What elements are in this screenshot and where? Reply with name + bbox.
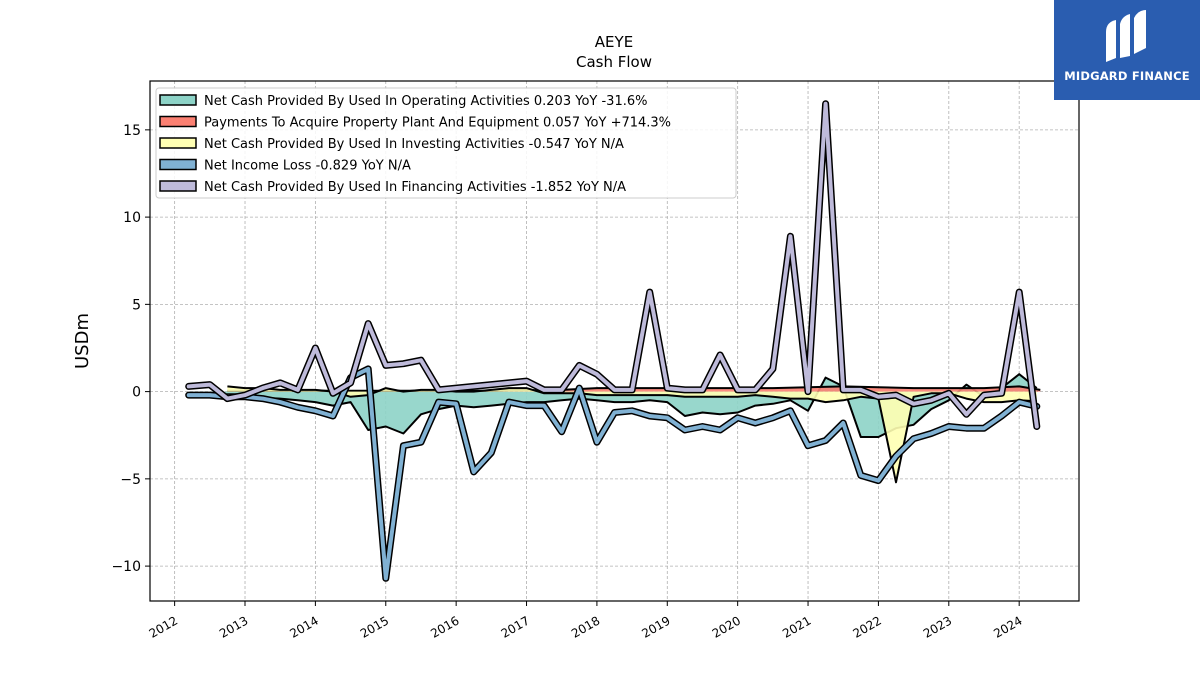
series-line-5: [186, 101, 1039, 429]
y-tick-label: 10: [123, 210, 141, 226]
x-tick-label: 2022: [850, 613, 883, 640]
x-tick-label: 2017: [499, 613, 532, 640]
legend-entry-3: Net Cash Provided By Used In Investing A…: [204, 137, 624, 152]
x-tick-label: 2024: [991, 613, 1024, 640]
x-tick-label: 2014: [287, 613, 320, 640]
x-tick-label: 2012: [147, 613, 180, 640]
y-tick-label: −5: [120, 472, 141, 488]
x-tick-label: 2015: [358, 613, 391, 640]
legend-swatch-1: [159, 94, 197, 106]
legend-entry-4: Net Income Loss -0.829 YoY N/A: [204, 159, 411, 174]
legend: Net Cash Provided By Used In Operating A…: [155, 87, 737, 199]
legend-swatch-4: [159, 158, 197, 171]
legend-box: [155, 87, 737, 199]
legend-swatch-3: [159, 137, 197, 149]
legend-swatch-2: [159, 115, 197, 128]
x-tick-label: 2018: [569, 613, 602, 640]
y-axis-label: USDm: [72, 313, 93, 369]
midgard-m-icon: [1106, 10, 1146, 62]
x-axis: 2012 2013 2014 2015 2016 2017 2018 2019 2020 2021…: [147, 601, 1025, 641]
legend-entry-5: Net Cash Provided By Used In Financing A…: [204, 180, 626, 195]
x-tick-label: 2020: [710, 613, 743, 640]
x-tick-label: 2023: [921, 613, 954, 640]
y-tick-label: 15: [123, 123, 141, 139]
x-tick-label: 2016: [428, 613, 461, 640]
x-tick-label: 2021: [780, 613, 813, 640]
series-line-4: [186, 366, 1039, 581]
legend-swatch-5: [159, 180, 197, 192]
y-tick-label: 5: [132, 297, 141, 313]
y-tick-label: 0: [132, 385, 141, 401]
plot-frame: [149, 80, 1080, 602]
legend-entry-1: Net Cash Provided By Used In Operating A…: [204, 94, 647, 109]
chart-title: AEYE: [595, 33, 633, 51]
legend-entry-2: Payments To Acquire Property Plant And E…: [204, 116, 671, 131]
x-tick-label: 2019: [639, 613, 672, 640]
logo-text: MIDGARD FINANCE: [1064, 69, 1190, 83]
y-tick-label: −10: [111, 559, 141, 575]
midgard-finance-logo: MIDGARD FINANCE: [1054, 0, 1200, 100]
x-tick-label: 2013: [217, 613, 250, 640]
chart-subtitle: Cash Flow: [576, 53, 652, 71]
series-marks: [185, 100, 1041, 582]
y-axis: −10 −5 0 5 10 15: [111, 123, 150, 575]
